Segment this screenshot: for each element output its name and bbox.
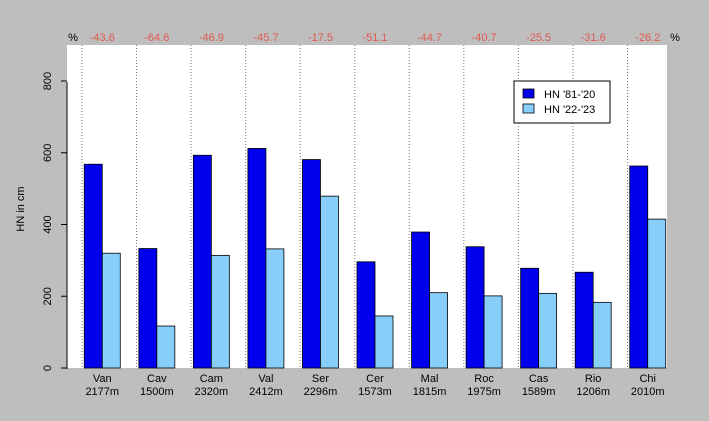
x-tick-label-elevation: 2177m xyxy=(85,386,119,398)
x-tick-label-elevation: 1206m xyxy=(576,386,610,398)
percent-change-label: -43.6 xyxy=(90,32,115,44)
bar-1981-2020-van xyxy=(83,163,103,369)
x-tick-label-elevation: 2296m xyxy=(304,386,338,398)
legend-box xyxy=(513,80,611,124)
bar-1981-2020-mal xyxy=(411,231,430,369)
legend-label-2022-2023: HN '22-'23 xyxy=(544,104,595,116)
percent-change-label: -26.2 xyxy=(635,32,660,44)
legend-label-1981-2020: HN '81-'20 xyxy=(544,89,595,101)
bar-1981-2020-cas xyxy=(520,267,540,369)
x-tick-label-elevation: 1500m xyxy=(140,386,174,398)
percent-change-label: -45.7 xyxy=(253,32,278,44)
y-tick-label: 600 xyxy=(42,144,54,162)
bar-1981-2020-cav xyxy=(138,248,158,369)
bar-2022-2023-val xyxy=(265,248,285,369)
bar-2022-2023-roc xyxy=(483,295,503,369)
x-tick-label-station: Ser xyxy=(312,373,329,385)
bar-2022-2023-cav xyxy=(156,325,176,369)
percent-change-label: -51.1 xyxy=(362,32,387,44)
x-tick-label-station: Cav xyxy=(147,373,167,385)
x-tick-label-elevation: 2010m xyxy=(631,386,665,398)
bars xyxy=(83,148,667,369)
y-axis-label: HN in cm xyxy=(15,186,27,231)
percent-change-label: -46.9 xyxy=(199,32,224,44)
x-tick-label-elevation: 1975m xyxy=(467,386,501,398)
bar-2022-2023-van xyxy=(101,252,121,369)
bar-2022-2023-ser xyxy=(320,195,339,369)
x-tick-label-elevation: 2412m xyxy=(249,386,283,398)
bar-2022-2023-cer xyxy=(374,315,394,369)
y-tick-label: 200 xyxy=(42,287,54,305)
x-tick-label-station: Rio xyxy=(585,373,602,385)
percent-change-label: -64.6 xyxy=(144,32,169,44)
x-tick-label-elevation: 2320m xyxy=(195,386,229,398)
percent-symbol-right: % xyxy=(670,32,680,44)
percent-change-label: -40.7 xyxy=(472,32,497,44)
bar-1981-2020-rio xyxy=(574,271,594,369)
percent-change-label: -17.5 xyxy=(308,32,333,44)
bar-2022-2023-cam xyxy=(210,254,230,369)
bar-1981-2020-cam xyxy=(192,154,212,369)
y-tick-label: 0 xyxy=(42,365,54,371)
x-tick-label-elevation: 1589m xyxy=(522,386,556,398)
x-tick-label-elevation: 1815m xyxy=(413,386,447,398)
percent-symbol-left: % xyxy=(68,32,78,44)
x-tick-label-station: Van xyxy=(93,373,112,385)
bar-2022-2023-rio xyxy=(592,301,612,369)
legend-swatch-2022-2023 xyxy=(522,103,535,114)
x-tick-label-station: Val xyxy=(258,373,273,385)
x-tick-label-station: Cam xyxy=(200,373,223,385)
x-tick-label-station: Cer xyxy=(366,373,384,385)
bar-1981-2020-roc xyxy=(465,246,485,369)
x-tick-label-station: Cas xyxy=(529,373,549,385)
bar-1981-2020-cer xyxy=(356,261,376,369)
y-tick-label: 800 xyxy=(42,72,54,90)
x-tick-label-station: Mal xyxy=(421,373,439,385)
x-tick-label-station: Chi xyxy=(639,373,656,385)
y-axis: 0 200 400 600 800 xyxy=(42,72,67,371)
x-tick-label-elevation: 1573m xyxy=(358,386,392,398)
legend: HN '81-'20 HN '22-'23 xyxy=(513,80,611,124)
x-tick-label-station: Roc xyxy=(474,373,494,385)
percent-change-labels: -43.6 -64.6 -46.9 -45.7 -17.5 -51.1 -44.7 -40.7… xyxy=(90,32,661,44)
bar-1981-2020-ser xyxy=(302,159,321,369)
bar-2022-2023-mal xyxy=(429,292,448,369)
bar-2022-2023-cas xyxy=(538,292,558,369)
bar-1981-2020-chi xyxy=(629,165,649,369)
legend-swatch-1981-2020 xyxy=(522,88,535,99)
bar-2022-2023-chi xyxy=(647,218,667,369)
bar-1981-2020-val xyxy=(247,148,267,369)
percent-change-label: -44.7 xyxy=(417,32,442,44)
percent-change-label: -31.6 xyxy=(581,32,606,44)
y-tick-label: 400 xyxy=(42,215,54,233)
percent-change-label: -25.5 xyxy=(526,32,551,44)
